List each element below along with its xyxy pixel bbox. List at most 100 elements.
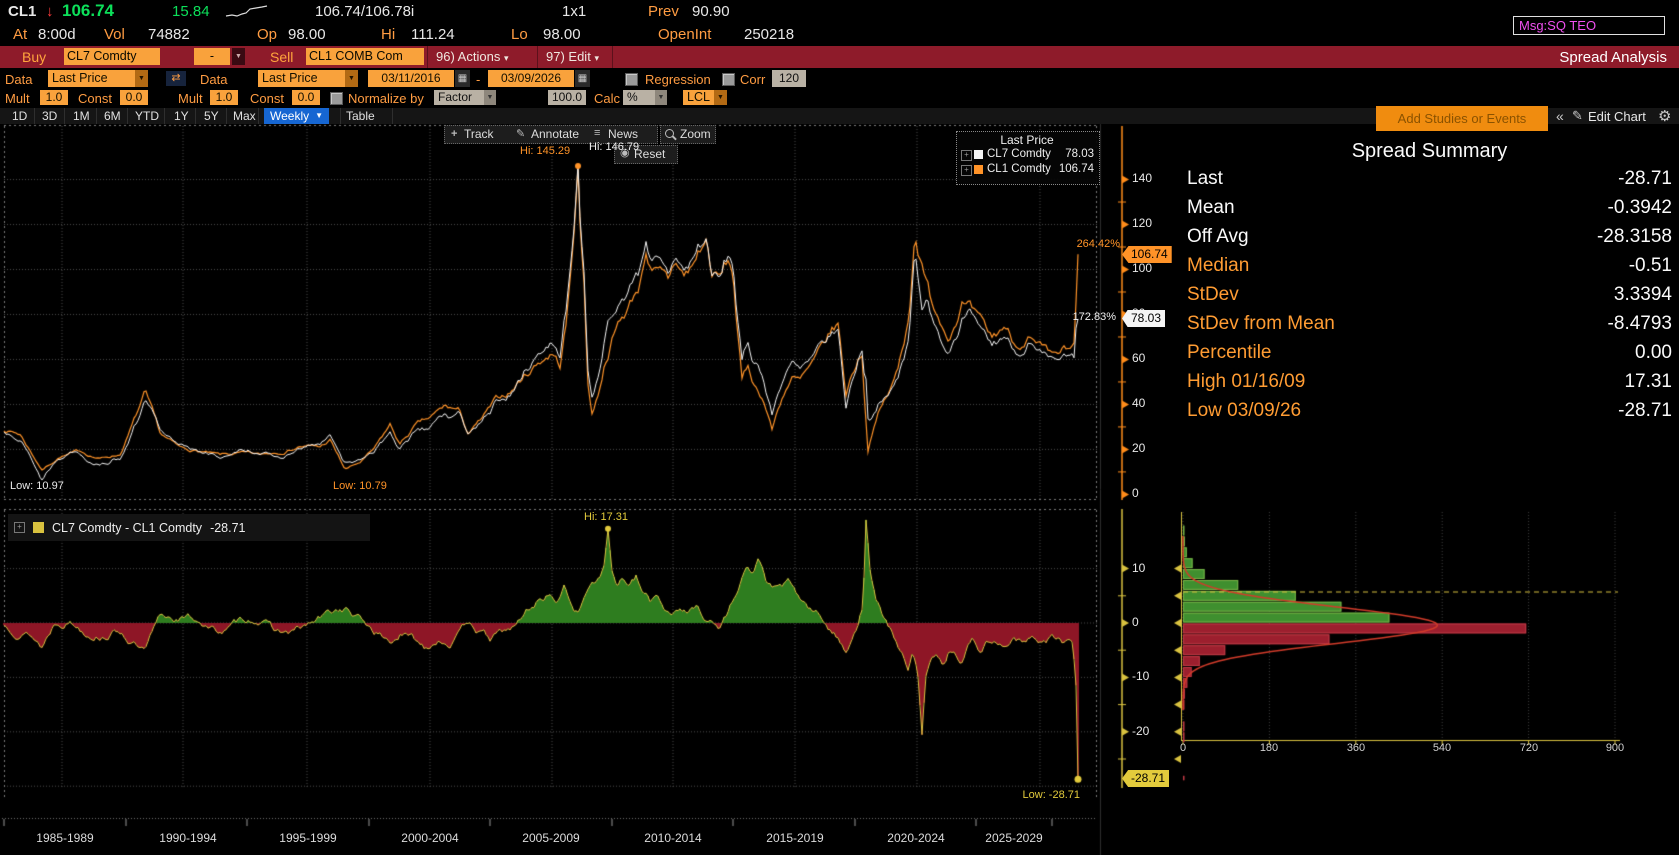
caret-down-icon[interactable]: ▼	[484, 90, 496, 105]
actions-menu[interactable]: 96) Actions ▾	[436, 49, 509, 64]
hist-x-tick: 360	[1346, 742, 1366, 754]
message-box[interactable]: Msg:SQ TEO	[1513, 16, 1665, 35]
zoom-button[interactable]: Zoom	[680, 127, 711, 141]
corr-window-input[interactable]: 120	[772, 70, 806, 87]
track-button[interactable]: Track	[464, 127, 494, 141]
reset-button-box	[614, 145, 678, 164]
summary-row-label: StDev from Mean	[1187, 313, 1335, 334]
y-tick: 0	[1132, 486, 1139, 500]
tab-1m[interactable]: 1M	[73, 109, 90, 123]
const1-label: Const	[78, 91, 112, 106]
low-value: 98.00	[543, 26, 581, 43]
y-tick: 10	[1132, 561, 1146, 575]
tab-ytd[interactable]: YTD	[135, 109, 159, 123]
x-label: 2020-2024	[887, 831, 945, 845]
annotate-button[interactable]: Annotate	[531, 127, 580, 141]
mult2-label: Mult	[178, 91, 203, 106]
const2-input[interactable]: 0.0	[292, 90, 320, 105]
edit-menu[interactable]: 97) Edit ▾	[546, 49, 599, 64]
news-button[interactable]: News	[608, 127, 639, 141]
spread-legend-label: CL7 Comdty - CL1 Comdty	[52, 520, 203, 535]
add-studies-button[interactable]: Add Studies or Events	[1376, 106, 1548, 131]
buy-month-input[interactable]: -	[194, 48, 230, 65]
summary-row-value: -8.4793	[1607, 313, 1672, 334]
edit-chart-button[interactable]: Edit Chart	[1588, 109, 1646, 124]
x-label: 1995-1999	[279, 831, 337, 845]
mult1-input[interactable]: 1.0	[40, 90, 68, 105]
legend-cl7-value: 78.03	[1065, 148, 1094, 160]
summary-title: Spread Summary	[1351, 140, 1508, 162]
buy-month-caret-icon[interactable]: ▼	[232, 48, 245, 65]
corr-checkbox[interactable]	[722, 73, 735, 86]
series2-type-select[interactable]: Last Price ▼	[258, 70, 358, 87]
vol-label: Vol	[104, 26, 125, 43]
tab-5y[interactable]: 5Y	[204, 109, 219, 123]
frequency-select[interactable]: Weekly ▼	[264, 108, 330, 124]
series1-type-select[interactable]: Last Price ▼	[48, 70, 148, 87]
calendar-icon[interactable]: ▦	[575, 70, 590, 87]
reset-button[interactable]: Reset	[634, 147, 666, 161]
menu-caret-icon: ▾	[594, 53, 599, 63]
divider	[340, 108, 341, 124]
calc-label: Calc	[594, 91, 621, 106]
hist-x-tick: 720	[1519, 742, 1539, 754]
normalize-label: Normalize by	[348, 91, 424, 106]
normalize-factor-select[interactable]: Factor ▼	[434, 90, 496, 105]
cl1-low-annotation: Low: 10.79	[333, 480, 387, 492]
buy-label: Buy	[22, 49, 47, 65]
calendar-icon[interactable]: ▦	[455, 70, 470, 87]
period-bar	[0, 108, 1679, 124]
hist-x-tick: 180	[1259, 742, 1279, 754]
news-icon: ≡	[594, 127, 601, 139]
summary-row-label: Percentile	[1187, 342, 1272, 363]
summary-row-value: -28.71	[1618, 400, 1672, 421]
summary-row-label: Mean	[1187, 197, 1235, 218]
caret-down-icon[interactable]: ▼	[655, 90, 667, 105]
tab-1d[interactable]: 1D	[12, 109, 28, 123]
date-from-input[interactable]: 03/11/2016	[368, 70, 454, 87]
gear-icon[interactable]: ⚙	[1658, 108, 1672, 125]
cl7-pct-change: 172.83%	[1072, 311, 1116, 323]
summary-row-value: -28.3158	[1596, 226, 1672, 247]
high-label: Hi	[381, 26, 396, 43]
tab-3d[interactable]: 3D	[42, 109, 58, 123]
expand-icon[interactable]: +	[961, 150, 972, 161]
divider	[427, 46, 428, 68]
swap-securities-button[interactable]: ⇄	[166, 71, 186, 86]
buy-security-input[interactable]: CL7 Comdty	[64, 48, 160, 65]
calc-select[interactable]: % ▼	[623, 90, 667, 105]
normalize-checkbox[interactable]	[330, 92, 343, 105]
tab-max[interactable]: Max	[233, 109, 256, 123]
divider	[64, 108, 65, 124]
tab-table[interactable]: Table	[346, 109, 375, 123]
prev-label: Prev	[648, 3, 679, 20]
const1-input[interactable]: 0.0	[120, 90, 148, 105]
mult2-input[interactable]: 1.0	[210, 90, 238, 105]
tab-1y[interactable]: 1Y	[174, 109, 189, 123]
net-change: 15.84	[172, 3, 210, 20]
summary-row-label: Last	[1187, 168, 1223, 189]
date-to-input[interactable]: 03/09/2026	[488, 70, 574, 87]
tab-6m[interactable]: 6M	[104, 109, 121, 123]
currency-select[interactable]: LCL ▼	[683, 90, 727, 105]
summary-row-label: Off Avg	[1187, 226, 1249, 247]
collapse-panel-icon[interactable]: «	[1556, 108, 1564, 124]
open-value: 98.00	[288, 26, 326, 43]
pencil-icon[interactable]: ✎	[1572, 108, 1583, 123]
regression-checkbox[interactable]	[625, 73, 638, 86]
cl7-price-badge: 78.03	[1122, 310, 1166, 327]
caret-down-icon[interactable]: ▼	[714, 90, 727, 105]
expand-icon[interactable]: +	[14, 522, 25, 533]
sell-security-input[interactable]: CL1 COMB Com	[306, 48, 424, 65]
cl1-price-badge: 106.74	[1122, 246, 1172, 263]
summary-row-value: 3.3394	[1613, 284, 1672, 305]
spread-swatch	[33, 522, 44, 533]
expand-icon[interactable]: +	[961, 165, 972, 176]
normalize-amount-input[interactable]: 100.0	[548, 90, 586, 105]
y-tick: 100	[1132, 261, 1153, 275]
vol-value: 74882	[148, 26, 190, 43]
caret-down-icon[interactable]: ▼	[135, 70, 148, 87]
summary-row-value: -0.3942	[1607, 197, 1672, 218]
caret-down-icon[interactable]: ▼	[345, 70, 358, 87]
